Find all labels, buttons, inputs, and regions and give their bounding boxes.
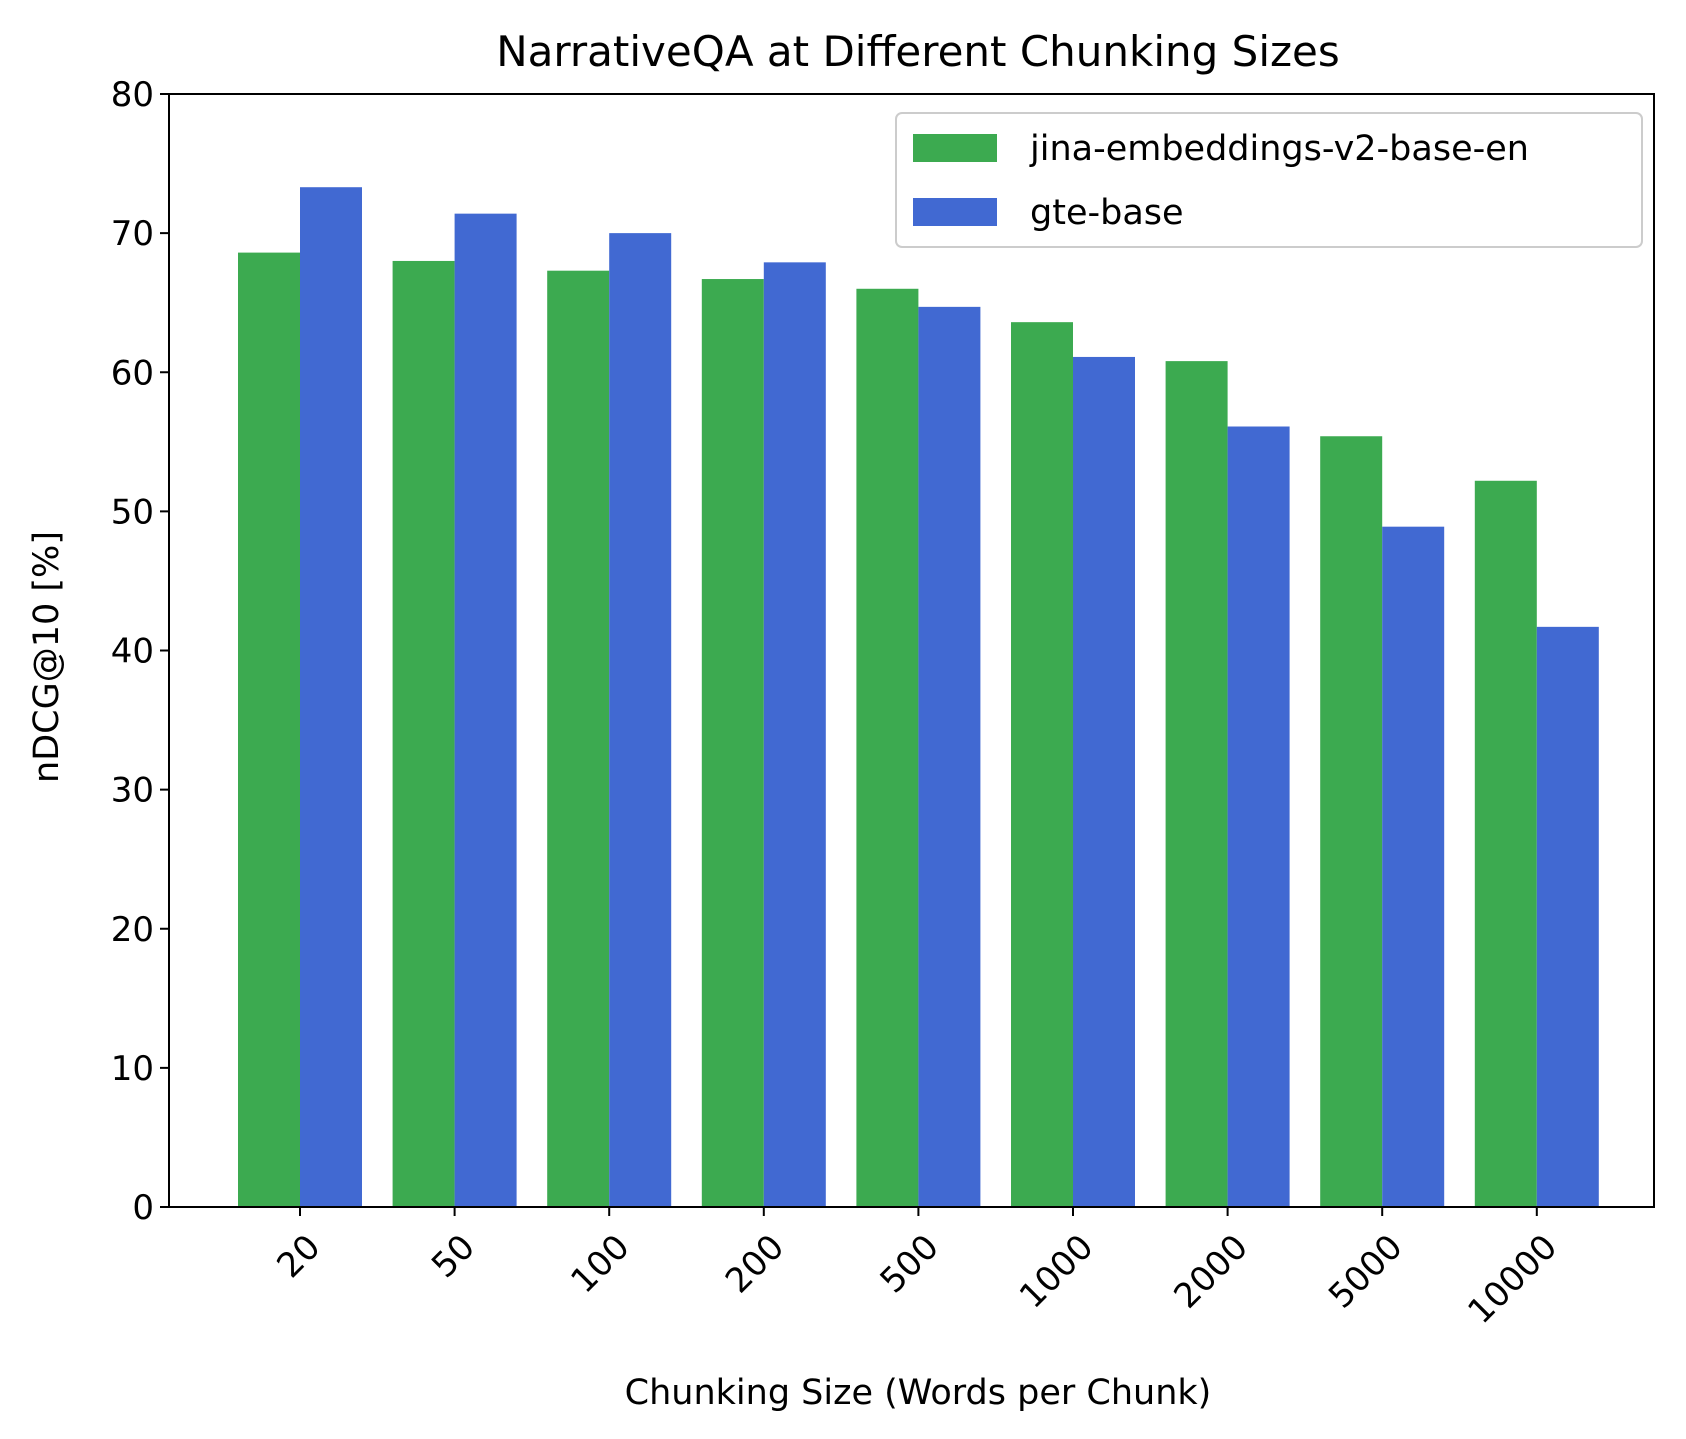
bar-jina-5000 [1320, 436, 1383, 1207]
legend-swatch-jina [913, 134, 997, 162]
legend-label-gte: gte-base [1030, 193, 1184, 233]
y-tick-label: 30 [111, 771, 154, 811]
x-tick-label: 500 [873, 1227, 947, 1301]
plot-frame [168, 93, 1655, 1208]
bar-gte-200 [763, 262, 826, 1207]
bar-gte-500 [918, 306, 981, 1208]
x-tick-label: 5000 [1321, 1227, 1410, 1316]
y-tick-label: 70 [111, 214, 154, 254]
bar-jina-200 [701, 279, 764, 1207]
chart-title: NarrativeQA at Different Chunking Sizes [496, 27, 1340, 76]
legend-label-jina: jina-embeddings-v2-base-en [1029, 129, 1529, 169]
bar-gte-5000 [1382, 526, 1445, 1207]
x-tick-label: 200 [718, 1227, 792, 1301]
x-tick-label: 1000 [1012, 1227, 1101, 1316]
bar-gte-10000 [1536, 626, 1599, 1207]
bar-jina-20 [238, 252, 300, 1208]
y-tick-label: 60 [111, 353, 154, 393]
legend-swatch-gte [913, 198, 997, 226]
legend-box [895, 112, 1643, 248]
legend: jina-embeddings-v2-base-en gte-base [895, 112, 1643, 248]
bar-jina-10000 [1474, 480, 1537, 1208]
bar-gte-20 [300, 187, 362, 1207]
y-tick-label: 0 [132, 1188, 154, 1228]
bar-jina-1000 [1011, 322, 1073, 1207]
x-axis: 20 50 100 200 500 1000 2000 5000 10000 [269, 1207, 1565, 1332]
x-tick-label: 2000 [1166, 1227, 1255, 1316]
bar-gte-2000 [1227, 426, 1290, 1207]
x-tick-label: 20 [269, 1227, 328, 1286]
bar-jina-2000 [1165, 361, 1228, 1207]
y-axis-title: nDCG@10 [%] [27, 531, 67, 783]
y-tick-label: 20 [111, 910, 154, 950]
bar-gte-100 [609, 233, 672, 1207]
bars-group [238, 187, 1599, 1208]
y-tick-label: 40 [111, 632, 154, 672]
bar-jina-500 [856, 288, 919, 1207]
y-tick-label: 80 [111, 75, 154, 115]
bar-gte-50 [454, 213, 517, 1207]
y-tick-label: 10 [111, 1049, 154, 1089]
bar-jina-100 [547, 270, 610, 1208]
y-axis: 0 10 20 30 40 50 60 70 80 [111, 75, 169, 1228]
x-tick-label: 50 [424, 1227, 483, 1286]
x-tick-label: 100 [563, 1227, 637, 1301]
bar-gte-1000 [1073, 356, 1135, 1207]
x-axis-title: Chunking Size (Words per Chunk) [625, 1373, 1212, 1413]
bar-jina-50 [392, 260, 455, 1207]
x-tick-label: 10000 [1460, 1227, 1565, 1332]
y-tick-label: 50 [111, 492, 154, 532]
